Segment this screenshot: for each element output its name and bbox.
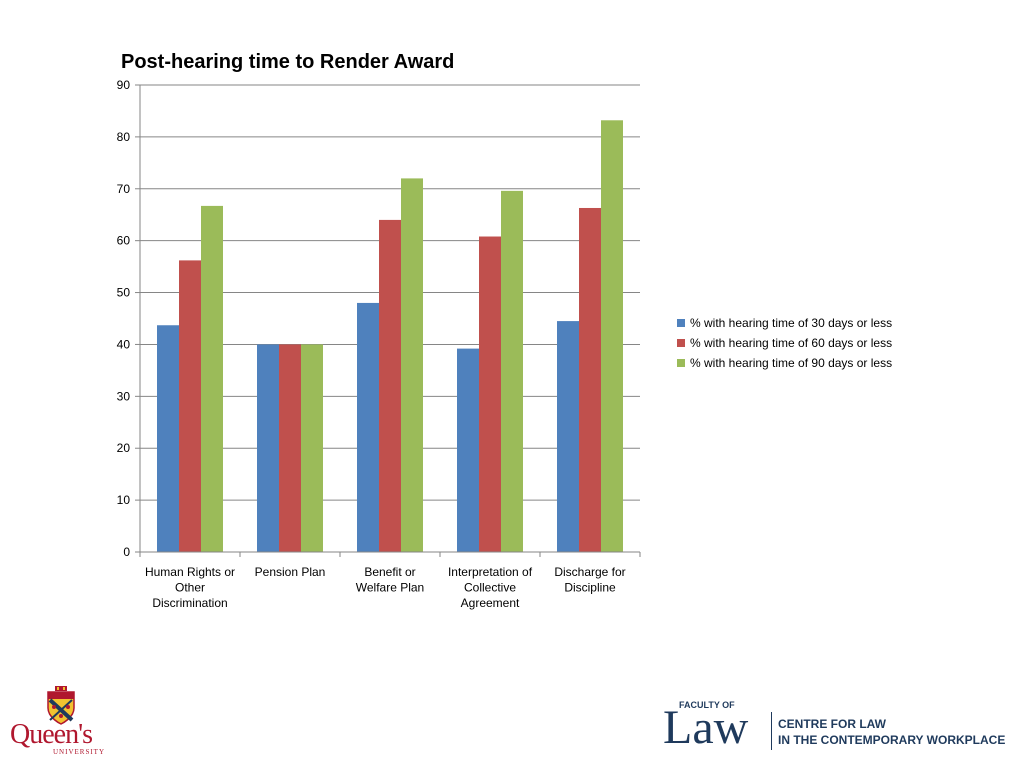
bar xyxy=(401,178,423,552)
queens-university-logo: Queen's UNIVERSITY xyxy=(10,686,114,756)
legend-label-60-days: % with hearing time of 60 days or less xyxy=(690,336,893,350)
y-tick-label: 0 xyxy=(123,545,130,559)
x-tick-label: Collective xyxy=(464,581,516,595)
bar xyxy=(601,120,623,552)
y-tick-label: 40 xyxy=(117,337,131,351)
x-tick-label: Agreement xyxy=(461,596,520,610)
y-tick-label: 90 xyxy=(117,78,131,92)
x-tick-label: Benefit or xyxy=(364,565,415,579)
y-tick-label: 60 xyxy=(117,234,131,248)
x-tick-label: Welfare Plan xyxy=(356,581,424,595)
x-tick-label: Interpretation of xyxy=(448,565,533,579)
y-tick-label: 70 xyxy=(117,182,131,196)
y-tick-label: 10 xyxy=(117,493,131,507)
bar xyxy=(301,344,323,552)
law-wordmark: Law xyxy=(663,701,749,754)
x-tick-label: Pension Plan xyxy=(255,565,326,579)
bar xyxy=(501,190,523,552)
chart-title: Post-hearing time to Render Award xyxy=(121,51,455,73)
bar xyxy=(557,321,579,552)
bar xyxy=(479,236,501,552)
x-tick-label: Discrimination xyxy=(152,596,227,610)
x-tick-label: Human Rights or xyxy=(145,565,235,579)
bar xyxy=(379,219,401,552)
y-tick-label: 50 xyxy=(117,286,131,300)
legend-swatch-60-days xyxy=(677,339,685,347)
legend-swatch-90-days xyxy=(677,359,685,367)
bar xyxy=(279,344,301,552)
legend-label-90-days: % with hearing time of 90 days or less xyxy=(690,356,893,370)
law-divider xyxy=(771,712,772,750)
y-tick-label: 20 xyxy=(117,441,131,455)
legend-swatch-30-days xyxy=(677,319,685,327)
legend-item-60-days: % with hearing time of 60 days or less xyxy=(677,333,892,353)
chart-legend: % with hearing time of 30 days or less %… xyxy=(677,313,892,373)
queens-university-text: UNIVERSITY xyxy=(53,748,105,756)
law-centre-name: CENTRE FOR LAW IN THE CONTEMPORARY WORKP… xyxy=(778,716,1005,748)
bar xyxy=(257,344,279,552)
bar xyxy=(457,348,479,552)
bar xyxy=(579,207,601,552)
faculty-of-law-logo: FACULTY OF Law CENTRE FOR LAW IN THE CON… xyxy=(663,700,1005,754)
x-tick-label: Discharge for xyxy=(554,565,625,579)
x-tick-label: Other xyxy=(175,581,205,595)
y-tick-label: 30 xyxy=(117,389,131,403)
law-faculty-text: FACULTY OF xyxy=(679,700,735,710)
legend-label-30-days: % with hearing time of 30 days or less xyxy=(690,316,893,330)
legend-item-90-days: % with hearing time of 90 days or less xyxy=(677,353,892,373)
legend-item-30-days: % with hearing time of 30 days or less xyxy=(677,313,892,333)
law-centre-line1: CENTRE FOR LAW xyxy=(778,717,886,731)
bar xyxy=(179,260,201,552)
bar xyxy=(357,302,379,552)
x-tick-label: Discipline xyxy=(564,581,616,595)
queens-wordmark: Queen's xyxy=(10,719,93,750)
law-centre-line2: IN THE CONTEMPORARY WORKPLACE xyxy=(778,733,1006,747)
bar xyxy=(157,325,179,552)
y-tick-label: 80 xyxy=(117,130,131,144)
queens-crest-icon xyxy=(47,686,75,725)
bar xyxy=(201,205,223,552)
